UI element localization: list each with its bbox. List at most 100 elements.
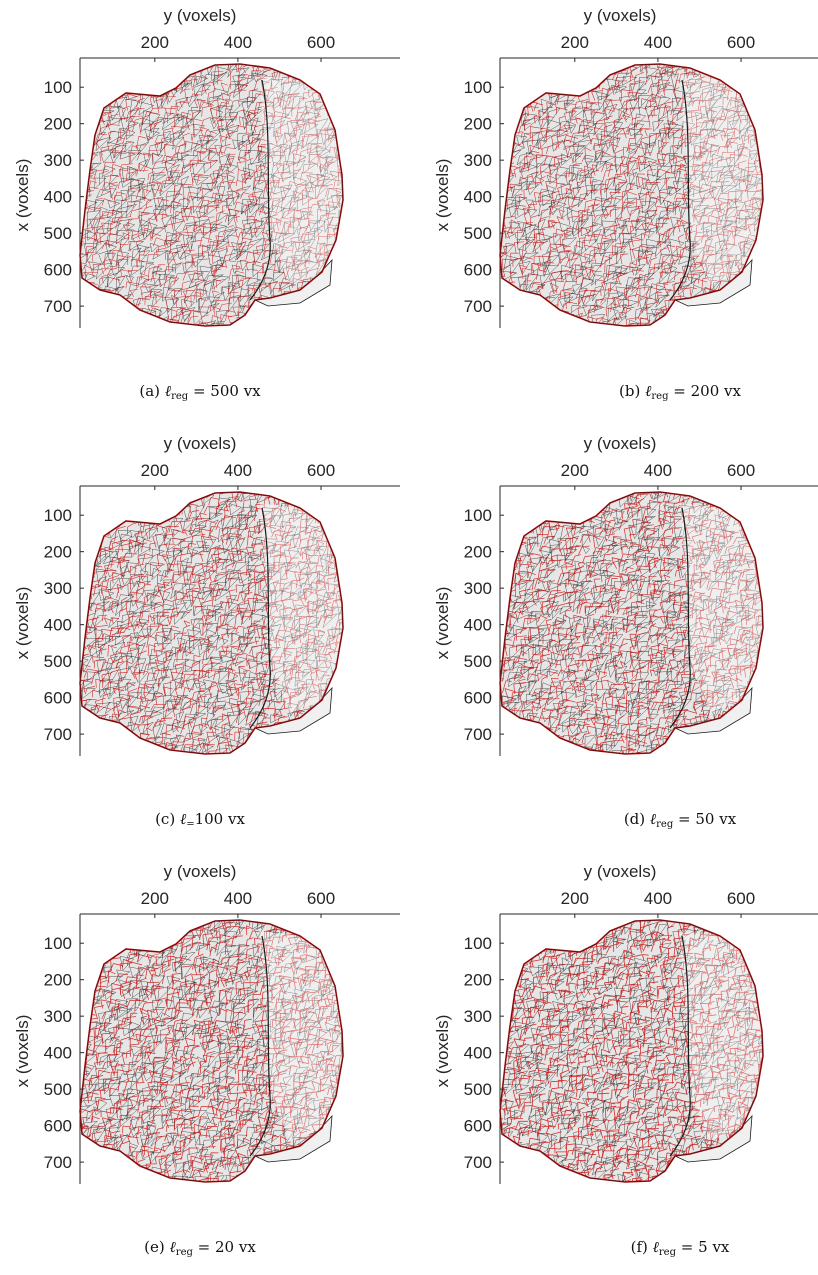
y-axis-label: x (voxels): [433, 587, 452, 660]
mesh: [499, 919, 764, 1183]
x-tick-label: 200: [141, 889, 169, 908]
panel-b: y (voxels) x (voxels) 200 400 600 100 200 300 40…: [420, 0, 818, 340]
y-tick-label: 400: [44, 188, 72, 207]
y-tick-label: 500: [44, 224, 72, 243]
mesh-plot: y (voxels) x (voxels) 200 400 600 100 200 300 40…: [13, 6, 400, 328]
y-tick-label: 300: [464, 1007, 492, 1026]
y-tick-label: 400: [464, 1044, 492, 1063]
y-tick-label: 100: [464, 78, 492, 97]
y-tick-label: 500: [44, 1080, 72, 1099]
x-tick-label: 200: [561, 461, 589, 480]
x-tick-label: 600: [727, 889, 755, 908]
y-tick-label: 700: [464, 725, 492, 744]
y-tick-label: 400: [464, 616, 492, 635]
y-tick-label: 200: [44, 971, 72, 990]
mesh-plot: y (voxels) x (voxels) 200 400 600 100 200 300 40…: [433, 434, 818, 756]
mesh: [499, 63, 764, 327]
x-tick-label: 200: [141, 33, 169, 52]
mesh-black-outline: [499, 919, 764, 1183]
mesh-plot: y (voxels) x (voxels) 200 400 600 100 200 300 40…: [13, 434, 400, 756]
x-tick-label: 200: [561, 33, 589, 52]
y-tick-label: 300: [44, 151, 72, 170]
mesh: [79, 491, 344, 755]
caption-b: (b) ℓreg = 200 vx: [619, 382, 741, 402]
mesh: [499, 491, 764, 755]
y-tick-label: 100: [464, 934, 492, 953]
y-tick-label: 600: [44, 1117, 72, 1136]
y-tick-label: 300: [44, 579, 72, 598]
y-tick-label: 600: [464, 261, 492, 280]
x-tick-label: 200: [561, 889, 589, 908]
y-tick-label: 700: [44, 297, 72, 316]
y-axis-label: x (voxels): [433, 159, 452, 232]
caption-e: (e) ℓreg = 20 vx: [144, 1238, 256, 1258]
panel-d: y (voxels) x (voxels) 200 400 600 100 200 300 40…: [420, 428, 818, 768]
y-tick-label: 100: [464, 506, 492, 525]
caption-a: (a) ℓreg = 500 vx: [139, 382, 261, 402]
mesh-fill: [80, 492, 343, 754]
y-tick-label: 600: [44, 261, 72, 280]
mesh-black-outline: [79, 491, 344, 755]
mesh: [79, 63, 344, 327]
x-tick-label: 400: [224, 33, 252, 52]
mesh-right-lobe: [680, 75, 763, 285]
y-tick-label: 600: [464, 1117, 492, 1136]
mesh-fold: [669, 507, 691, 729]
y-tick-label: 300: [464, 579, 492, 598]
y-tick-label: 300: [464, 151, 492, 170]
mesh-red-wire: [500, 920, 763, 1182]
mesh-fold: [249, 79, 271, 301]
x-tick-label: 400: [644, 461, 672, 480]
caption-f: (f) ℓreg = 5 vx: [630, 1238, 730, 1258]
y-tick-label: 600: [44, 689, 72, 708]
y-tick-label: 500: [464, 652, 492, 671]
y-tick-label: 200: [464, 115, 492, 134]
mesh-right-lobe: [680, 931, 763, 1141]
x-axis-label: y (voxels): [584, 6, 657, 25]
x-tick-label: 200: [141, 461, 169, 480]
mesh: [79, 919, 344, 1183]
mesh-fill: [500, 64, 763, 326]
x-axis-label: y (voxels): [584, 434, 657, 453]
y-tick-label: 200: [464, 543, 492, 562]
y-tick-label: 100: [44, 934, 72, 953]
y-tick-label: 700: [464, 297, 492, 316]
mesh-fold: [669, 935, 691, 1157]
panel-c: y (voxels) x (voxels) 200 400 600 100 200 300 40…: [0, 428, 400, 768]
y-tick-label: 400: [44, 1044, 72, 1063]
mesh-plot: y (voxels) x (voxels) 200 400 600 100 200 300 40…: [433, 6, 818, 328]
y-tick-label: 700: [44, 725, 72, 744]
caption-d: (d) ℓreg = 50 vx: [623, 810, 737, 830]
x-tick-label: 400: [644, 33, 672, 52]
y-tick-label: 500: [464, 1080, 492, 1099]
y-tick-label: 400: [44, 616, 72, 635]
mesh-plot: y (voxels) x (voxels) 200 400 600 100 200 300 40…: [13, 862, 400, 1184]
x-axis-label: y (voxels): [164, 862, 237, 881]
panel-a: y (voxels) x (voxels) 200 400 600 100 200 300 40…: [0, 0, 400, 340]
mesh-fold: [249, 507, 271, 729]
mesh-plot: y (voxels) x (voxels) 200 400 600 100 200 300 40…: [433, 862, 818, 1184]
y-tick-label: 200: [44, 115, 72, 134]
x-tick-label: 400: [224, 889, 252, 908]
mesh-black-outline: [79, 63, 344, 327]
y-tick-label: 200: [44, 543, 72, 562]
x-axis-label: y (voxels): [164, 6, 237, 25]
y-axis-label: x (voxels): [13, 587, 32, 660]
mesh-right-lobe: [260, 503, 343, 713]
x-tick-label: 600: [307, 461, 335, 480]
x-tick-label: 400: [644, 889, 672, 908]
y-tick-label: 700: [464, 1153, 492, 1172]
x-tick-label: 600: [727, 33, 755, 52]
mesh-right-lobe: [260, 931, 343, 1141]
y-axis-label: x (voxels): [13, 1015, 32, 1088]
mesh-right-lobe: [260, 75, 343, 285]
mesh-black-outline: [499, 491, 764, 755]
y-tick-label: 400: [464, 188, 492, 207]
panel-e: y (voxels) x (voxels) 200 400 600 100 200 300 40…: [0, 856, 400, 1196]
mesh-black-outline: [79, 919, 344, 1183]
y-tick-label: 100: [44, 78, 72, 97]
mesh-fold: [669, 79, 691, 301]
x-tick-label: 600: [307, 889, 335, 908]
mesh-black-outline: [499, 63, 764, 327]
mesh-fold: [249, 935, 271, 1157]
